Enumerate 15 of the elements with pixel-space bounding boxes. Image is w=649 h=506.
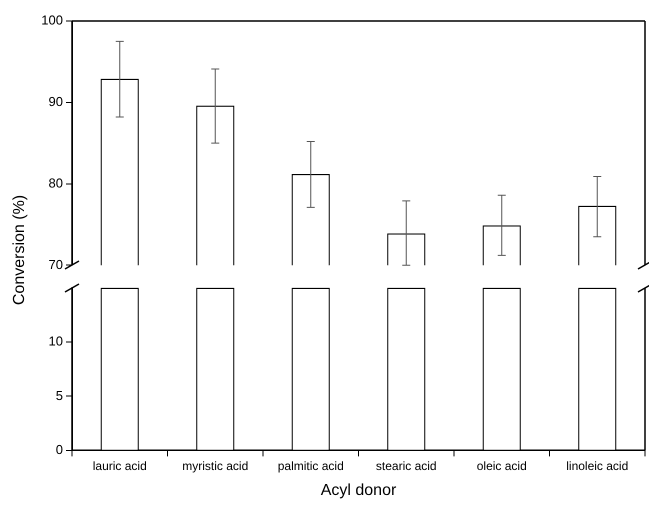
y-tick-label: 5 (56, 388, 63, 403)
y-axis-title: Conversion (%) (11, 194, 29, 306)
y-tick-label: 0 (56, 442, 63, 457)
y-tick-label: 100 (41, 12, 63, 28)
x-tick-label: linoleic acid (566, 458, 628, 473)
y-tick-label: 90 (48, 94, 63, 109)
y-tick-label: 70 (48, 256, 63, 272)
x-tick-label: lauric acid (92, 458, 147, 473)
x-tick-label: palmitic acid (278, 458, 344, 473)
y-tick-label: 10 (48, 334, 63, 349)
x-tick-label: oleic acid (476, 458, 527, 473)
x-tick-label: stearic acid (376, 458, 437, 473)
x-tick-label: myristic acid (182, 458, 248, 473)
x-axis-title: Acyl donor (320, 482, 397, 499)
y-tick-label: 80 (48, 175, 63, 190)
